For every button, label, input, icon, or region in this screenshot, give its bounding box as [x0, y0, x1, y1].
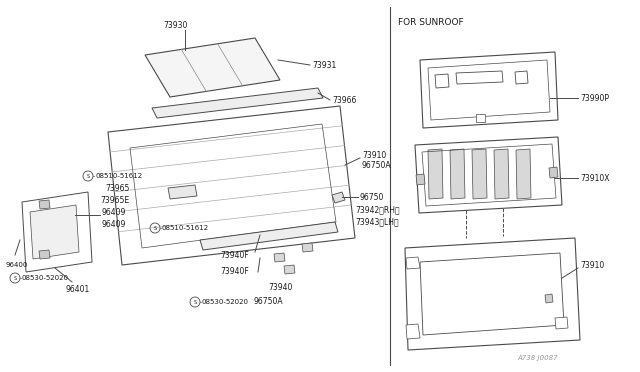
Text: S: S: [154, 225, 157, 231]
Polygon shape: [145, 38, 280, 97]
Text: 73990P: 73990P: [580, 93, 609, 103]
Polygon shape: [22, 192, 92, 272]
Text: 73910X: 73910X: [580, 173, 609, 183]
Text: 73940: 73940: [268, 283, 292, 292]
Polygon shape: [472, 149, 487, 199]
Text: S: S: [86, 173, 90, 179]
Polygon shape: [274, 253, 285, 262]
Polygon shape: [406, 324, 420, 339]
Polygon shape: [515, 71, 528, 84]
Polygon shape: [332, 192, 345, 203]
Polygon shape: [39, 200, 50, 209]
Polygon shape: [494, 149, 509, 199]
Polygon shape: [284, 265, 295, 274]
Text: 08530-52020: 08530-52020: [202, 299, 249, 305]
Text: 96409: 96409: [102, 219, 126, 228]
Text: 08510-51612: 08510-51612: [162, 225, 209, 231]
Polygon shape: [420, 52, 558, 128]
Polygon shape: [152, 88, 323, 118]
Polygon shape: [415, 137, 562, 213]
Text: 96750: 96750: [360, 192, 385, 202]
Text: 73910: 73910: [362, 151, 387, 160]
Text: 73931: 73931: [312, 61, 336, 70]
Polygon shape: [476, 114, 485, 122]
Polygon shape: [549, 167, 558, 178]
Polygon shape: [450, 149, 465, 199]
Text: 73943〈LH〉: 73943〈LH〉: [355, 218, 399, 227]
Polygon shape: [39, 250, 50, 259]
Polygon shape: [555, 317, 568, 329]
Polygon shape: [200, 222, 338, 250]
Text: 73940F: 73940F: [220, 267, 249, 276]
Polygon shape: [435, 74, 449, 88]
Text: 08510-51612: 08510-51612: [95, 173, 142, 179]
Polygon shape: [406, 257, 420, 269]
Text: A738 J0087: A738 J0087: [517, 355, 558, 361]
Text: 96401: 96401: [65, 285, 89, 295]
Text: 73966: 73966: [332, 96, 356, 105]
Polygon shape: [302, 243, 313, 252]
Text: 96750A: 96750A: [253, 298, 283, 307]
Text: 73965: 73965: [105, 183, 129, 192]
Text: 73910: 73910: [580, 260, 604, 269]
Text: 96750A: 96750A: [362, 160, 392, 170]
Text: S: S: [193, 299, 196, 305]
Text: S: S: [13, 276, 17, 280]
Polygon shape: [516, 149, 531, 199]
Polygon shape: [456, 71, 503, 84]
Text: 73965E: 73965E: [100, 196, 129, 205]
Text: 08530-52020: 08530-52020: [22, 275, 69, 281]
Polygon shape: [30, 205, 79, 259]
Polygon shape: [108, 106, 355, 265]
Polygon shape: [168, 185, 197, 199]
Polygon shape: [545, 294, 553, 303]
Polygon shape: [416, 174, 425, 185]
Text: 73940F: 73940F: [220, 250, 249, 260]
Text: FOR SUNROOF: FOR SUNROOF: [398, 17, 463, 26]
Text: 73930: 73930: [163, 20, 188, 29]
Text: 73942〈RH〉: 73942〈RH〉: [355, 205, 399, 215]
Text: 96400: 96400: [5, 262, 28, 268]
Polygon shape: [428, 149, 443, 199]
Text: 96409: 96409: [102, 208, 126, 217]
Polygon shape: [405, 238, 580, 350]
